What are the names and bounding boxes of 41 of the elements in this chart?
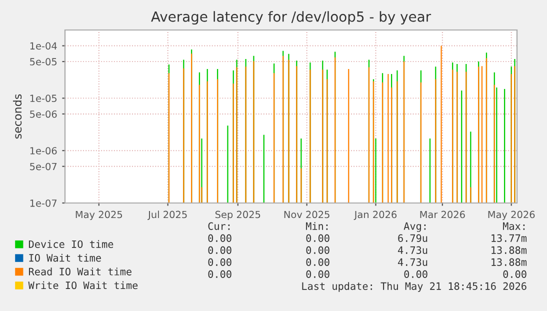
y-tick-label: 1e-06 bbox=[30, 147, 57, 154]
text: 0.00 bbox=[208, 270, 232, 278]
text: 0.00 bbox=[208, 258, 232, 266]
text: 0.00 bbox=[306, 246, 330, 254]
x-tick-label: Nov 2025 bbox=[284, 210, 330, 218]
y-tick-label: 1e-04 bbox=[30, 42, 57, 50]
text: 13.77m bbox=[492, 234, 527, 242]
text: Last update: Thu May 21 18:45:16 2026 bbox=[302, 282, 526, 292]
chart-title: Average latency for /dev/loop5 - by year bbox=[151, 11, 432, 25]
legend-label: Read IO Wait time bbox=[28, 268, 132, 276]
y-tick-label: 5e-05 bbox=[30, 58, 57, 66]
x-tick-label: Jan 2026 bbox=[354, 210, 397, 220]
x-tick-label: Jul 2025 bbox=[148, 210, 187, 220]
text: Avg: bbox=[404, 222, 426, 232]
x-tick-label: Sep 2025 bbox=[215, 210, 260, 220]
legend-label: Write IO Wait time bbox=[28, 281, 138, 290]
y-axis-title: seconds bbox=[13, 94, 22, 139]
x-tick-label: May 2026 bbox=[488, 210, 535, 220]
text: 13.88m bbox=[492, 258, 527, 266]
legend-label: IO Wait time bbox=[29, 254, 101, 262]
y-tick-label: 1e-07 bbox=[30, 199, 57, 207]
text: 0.00 bbox=[208, 234, 232, 242]
text: 0.00 bbox=[503, 270, 526, 278]
y-tick-label: 5e-06 bbox=[30, 110, 57, 118]
text: 4.73u bbox=[398, 246, 428, 254]
text: Min: bbox=[306, 222, 328, 230]
text: Cur: bbox=[208, 222, 230, 230]
legend-label: Device IO time bbox=[28, 240, 114, 248]
y-tick-label: 1e-05 bbox=[30, 94, 57, 102]
x-tick-label: May 2025 bbox=[76, 210, 122, 220]
text: 0.00 bbox=[306, 234, 330, 242]
text: 4.73u bbox=[398, 258, 428, 266]
y-tick-label: 5e-07 bbox=[30, 162, 57, 170]
x-tick-label: Mar 2026 bbox=[420, 210, 465, 218]
text: 6.79u bbox=[398, 234, 428, 242]
text: 0.00 bbox=[404, 270, 428, 278]
text: 0.00 bbox=[208, 246, 232, 254]
text: 13.88m bbox=[492, 246, 527, 254]
text: Max: bbox=[503, 222, 525, 230]
text: 0.00 bbox=[306, 270, 330, 278]
text: 0.00 bbox=[306, 258, 330, 266]
